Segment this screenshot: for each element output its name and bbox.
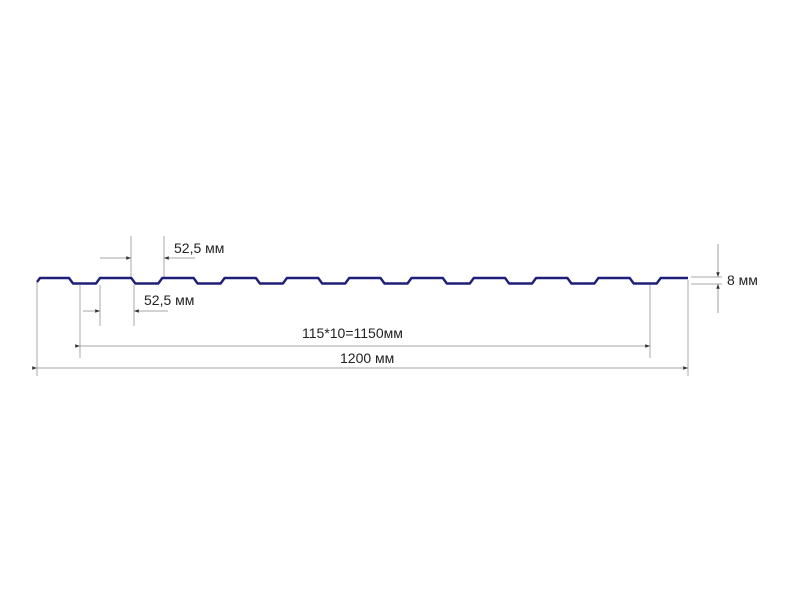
working-width-label: 115*10=1150мм: [302, 325, 403, 341]
sheet-profile: [36, 276, 688, 285]
height-label: 8 мм: [727, 272, 758, 288]
top-pitch-label: 52,5 мм: [174, 240, 225, 256]
total-width-label: 1200 мм: [340, 350, 395, 366]
bottom-pitch-label: 52,5 мм: [144, 292, 195, 308]
